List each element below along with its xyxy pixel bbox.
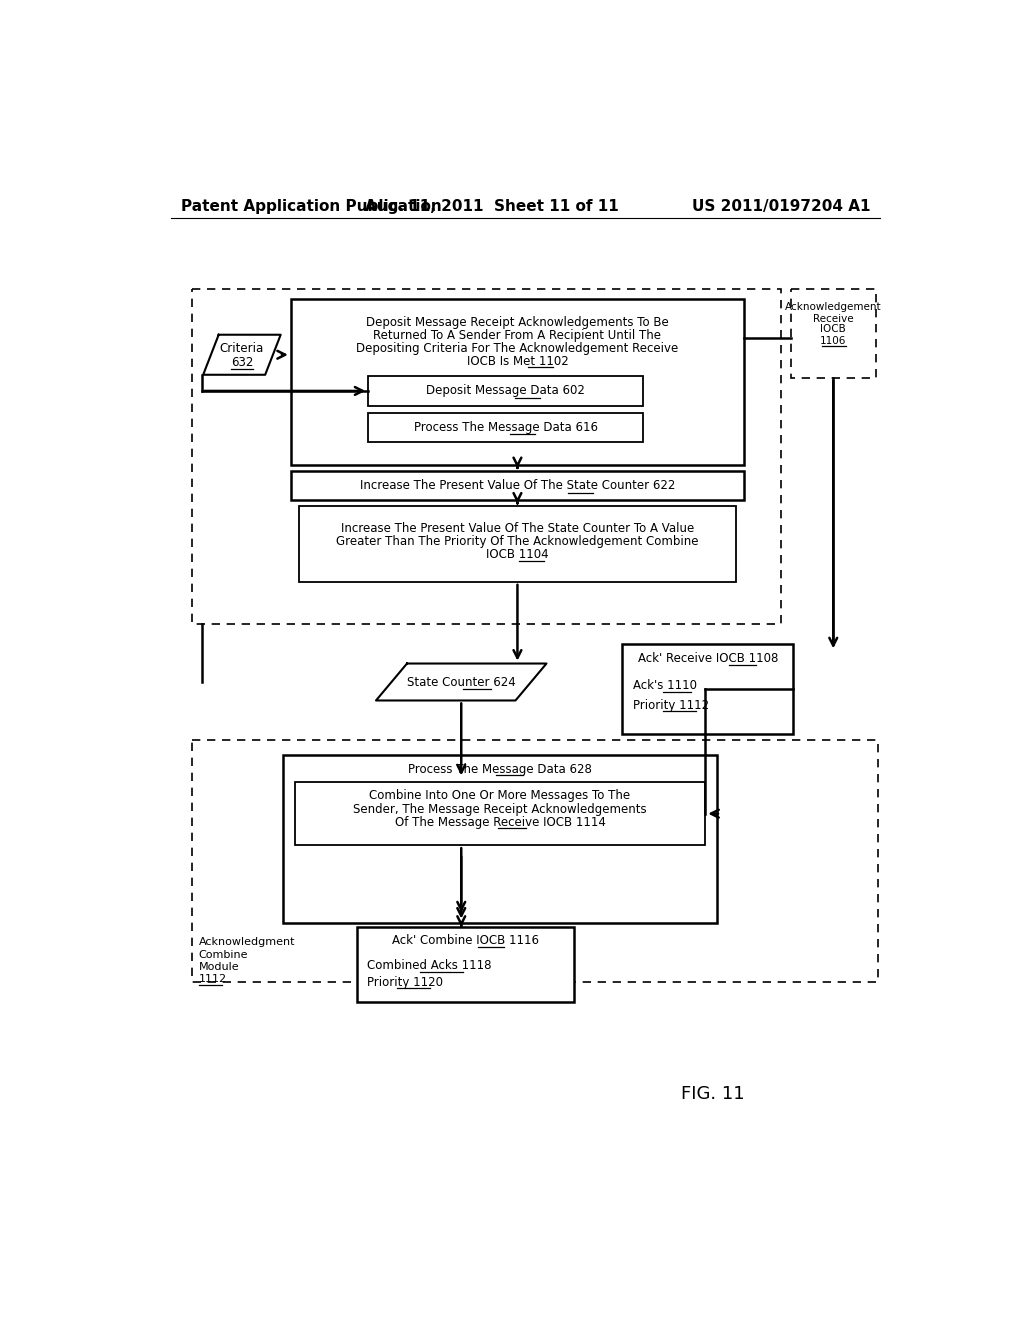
Text: Module: Module [199, 962, 240, 972]
Text: Ack' Receive IOCB 1108: Ack' Receive IOCB 1108 [638, 652, 778, 665]
Bar [623, 644, 793, 734]
Text: Combine Into One Or More Messages To The: Combine Into One Or More Messages To The [370, 789, 631, 803]
Text: Process The Message Data 628: Process The Message Data 628 [408, 763, 592, 776]
Text: Depositing Criteria For The Acknowledgement Receive: Depositing Criteria For The Acknowledgem… [356, 342, 679, 355]
Text: Sender, The Message Receipt Acknowledgements: Sender, The Message Receipt Acknowledgem… [353, 803, 647, 816]
Bar [369, 376, 643, 405]
Text: Criteria: Criteria [220, 342, 264, 355]
Bar [283, 755, 717, 923]
Text: Patent Application Publication: Patent Application Publication [180, 198, 441, 214]
Bar [291, 300, 744, 465]
Polygon shape [376, 664, 547, 701]
Text: Greater Than The Priority Of The Acknowledgement Combine: Greater Than The Priority Of The Acknowl… [336, 536, 698, 548]
Text: State Counter 624: State Counter 624 [407, 676, 516, 689]
Text: 1112: 1112 [199, 974, 226, 985]
Polygon shape [203, 335, 281, 375]
Bar [369, 412, 643, 442]
Text: 1106: 1106 [820, 335, 847, 346]
Bar [193, 739, 879, 982]
Text: Priority 1120: Priority 1120 [368, 975, 443, 989]
Text: IOCB Is Met 1102: IOCB Is Met 1102 [467, 355, 568, 368]
Text: Receive: Receive [813, 314, 854, 323]
Text: Aug. 11, 2011  Sheet 11 of 11: Aug. 11, 2011 Sheet 11 of 11 [366, 198, 620, 214]
Text: Combine: Combine [199, 949, 248, 960]
Text: Increase The Present Value Of The State Counter To A Value: Increase The Present Value Of The State … [341, 521, 694, 535]
Text: Acknowledgment: Acknowledgment [199, 937, 295, 948]
Bar [791, 289, 876, 378]
Text: Acknowledgement: Acknowledgement [785, 302, 882, 312]
Bar [295, 781, 706, 845]
Text: Ack's 1110: Ack's 1110 [633, 680, 697, 693]
Text: Returned To A Sender From A Recipient Until The: Returned To A Sender From A Recipient Un… [374, 329, 662, 342]
Text: Deposit Message Data 602: Deposit Message Data 602 [426, 384, 586, 397]
Text: Combined Acks 1118: Combined Acks 1118 [368, 958, 492, 972]
Bar [291, 471, 744, 500]
Text: Of The Message Receive IOCB 1114: Of The Message Receive IOCB 1114 [394, 816, 605, 829]
Text: Process The Message Data 616: Process The Message Data 616 [414, 421, 598, 434]
Text: Increase The Present Value Of The State Counter 622: Increase The Present Value Of The State … [359, 479, 675, 492]
Text: Deposit Message Receipt Acknowledgements To Be: Deposit Message Receipt Acknowledgements… [366, 315, 669, 329]
Bar [356, 927, 573, 1002]
Text: IOCB: IOCB [820, 325, 846, 334]
Text: FIG. 11: FIG. 11 [681, 1085, 744, 1104]
Bar [193, 289, 781, 624]
Bar [299, 507, 736, 582]
Text: Ack' Combine IOCB 1116: Ack' Combine IOCB 1116 [391, 935, 539, 948]
Text: 632: 632 [230, 356, 253, 370]
Text: US 2011/0197204 A1: US 2011/0197204 A1 [692, 198, 870, 214]
Text: IOCB 1104: IOCB 1104 [486, 548, 549, 561]
Text: Priority 1112: Priority 1112 [633, 698, 710, 711]
